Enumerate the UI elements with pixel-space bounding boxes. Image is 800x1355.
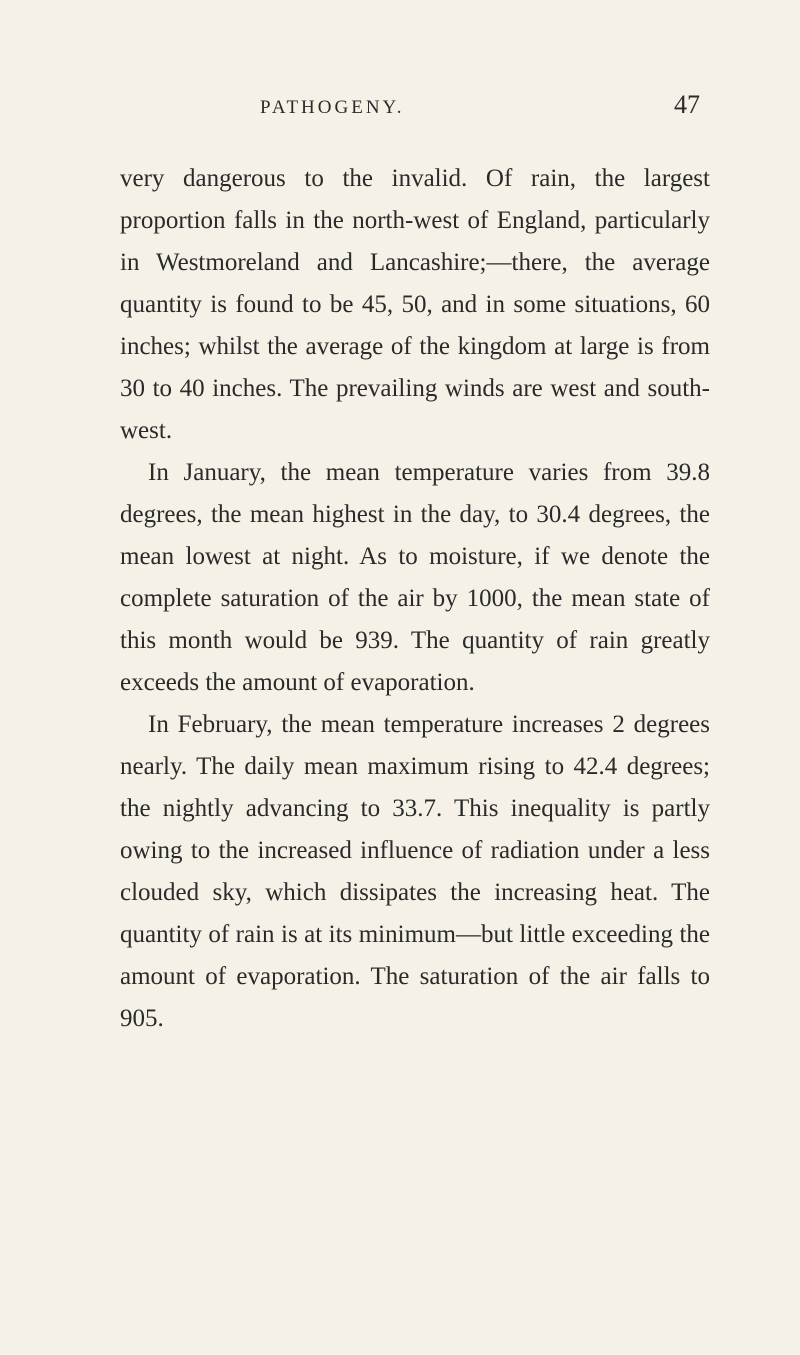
paragraph-3: In February, the mean temperature in­cre… (120, 704, 710, 1040)
paragraph-2: In January, the mean temperature varies … (120, 452, 710, 704)
paragraph-1: very dangerous to the invalid. Of rain, … (120, 158, 710, 452)
page-container: PATHOGENY. 47 very dangerous to the inva… (0, 0, 800, 1130)
header-title: PATHOGENY. (260, 97, 405, 119)
body-text: very dangerous to the invalid. Of rain, … (120, 158, 710, 1040)
page-header: PATHOGENY. 47 (120, 90, 710, 120)
page-number: 47 (674, 90, 700, 120)
